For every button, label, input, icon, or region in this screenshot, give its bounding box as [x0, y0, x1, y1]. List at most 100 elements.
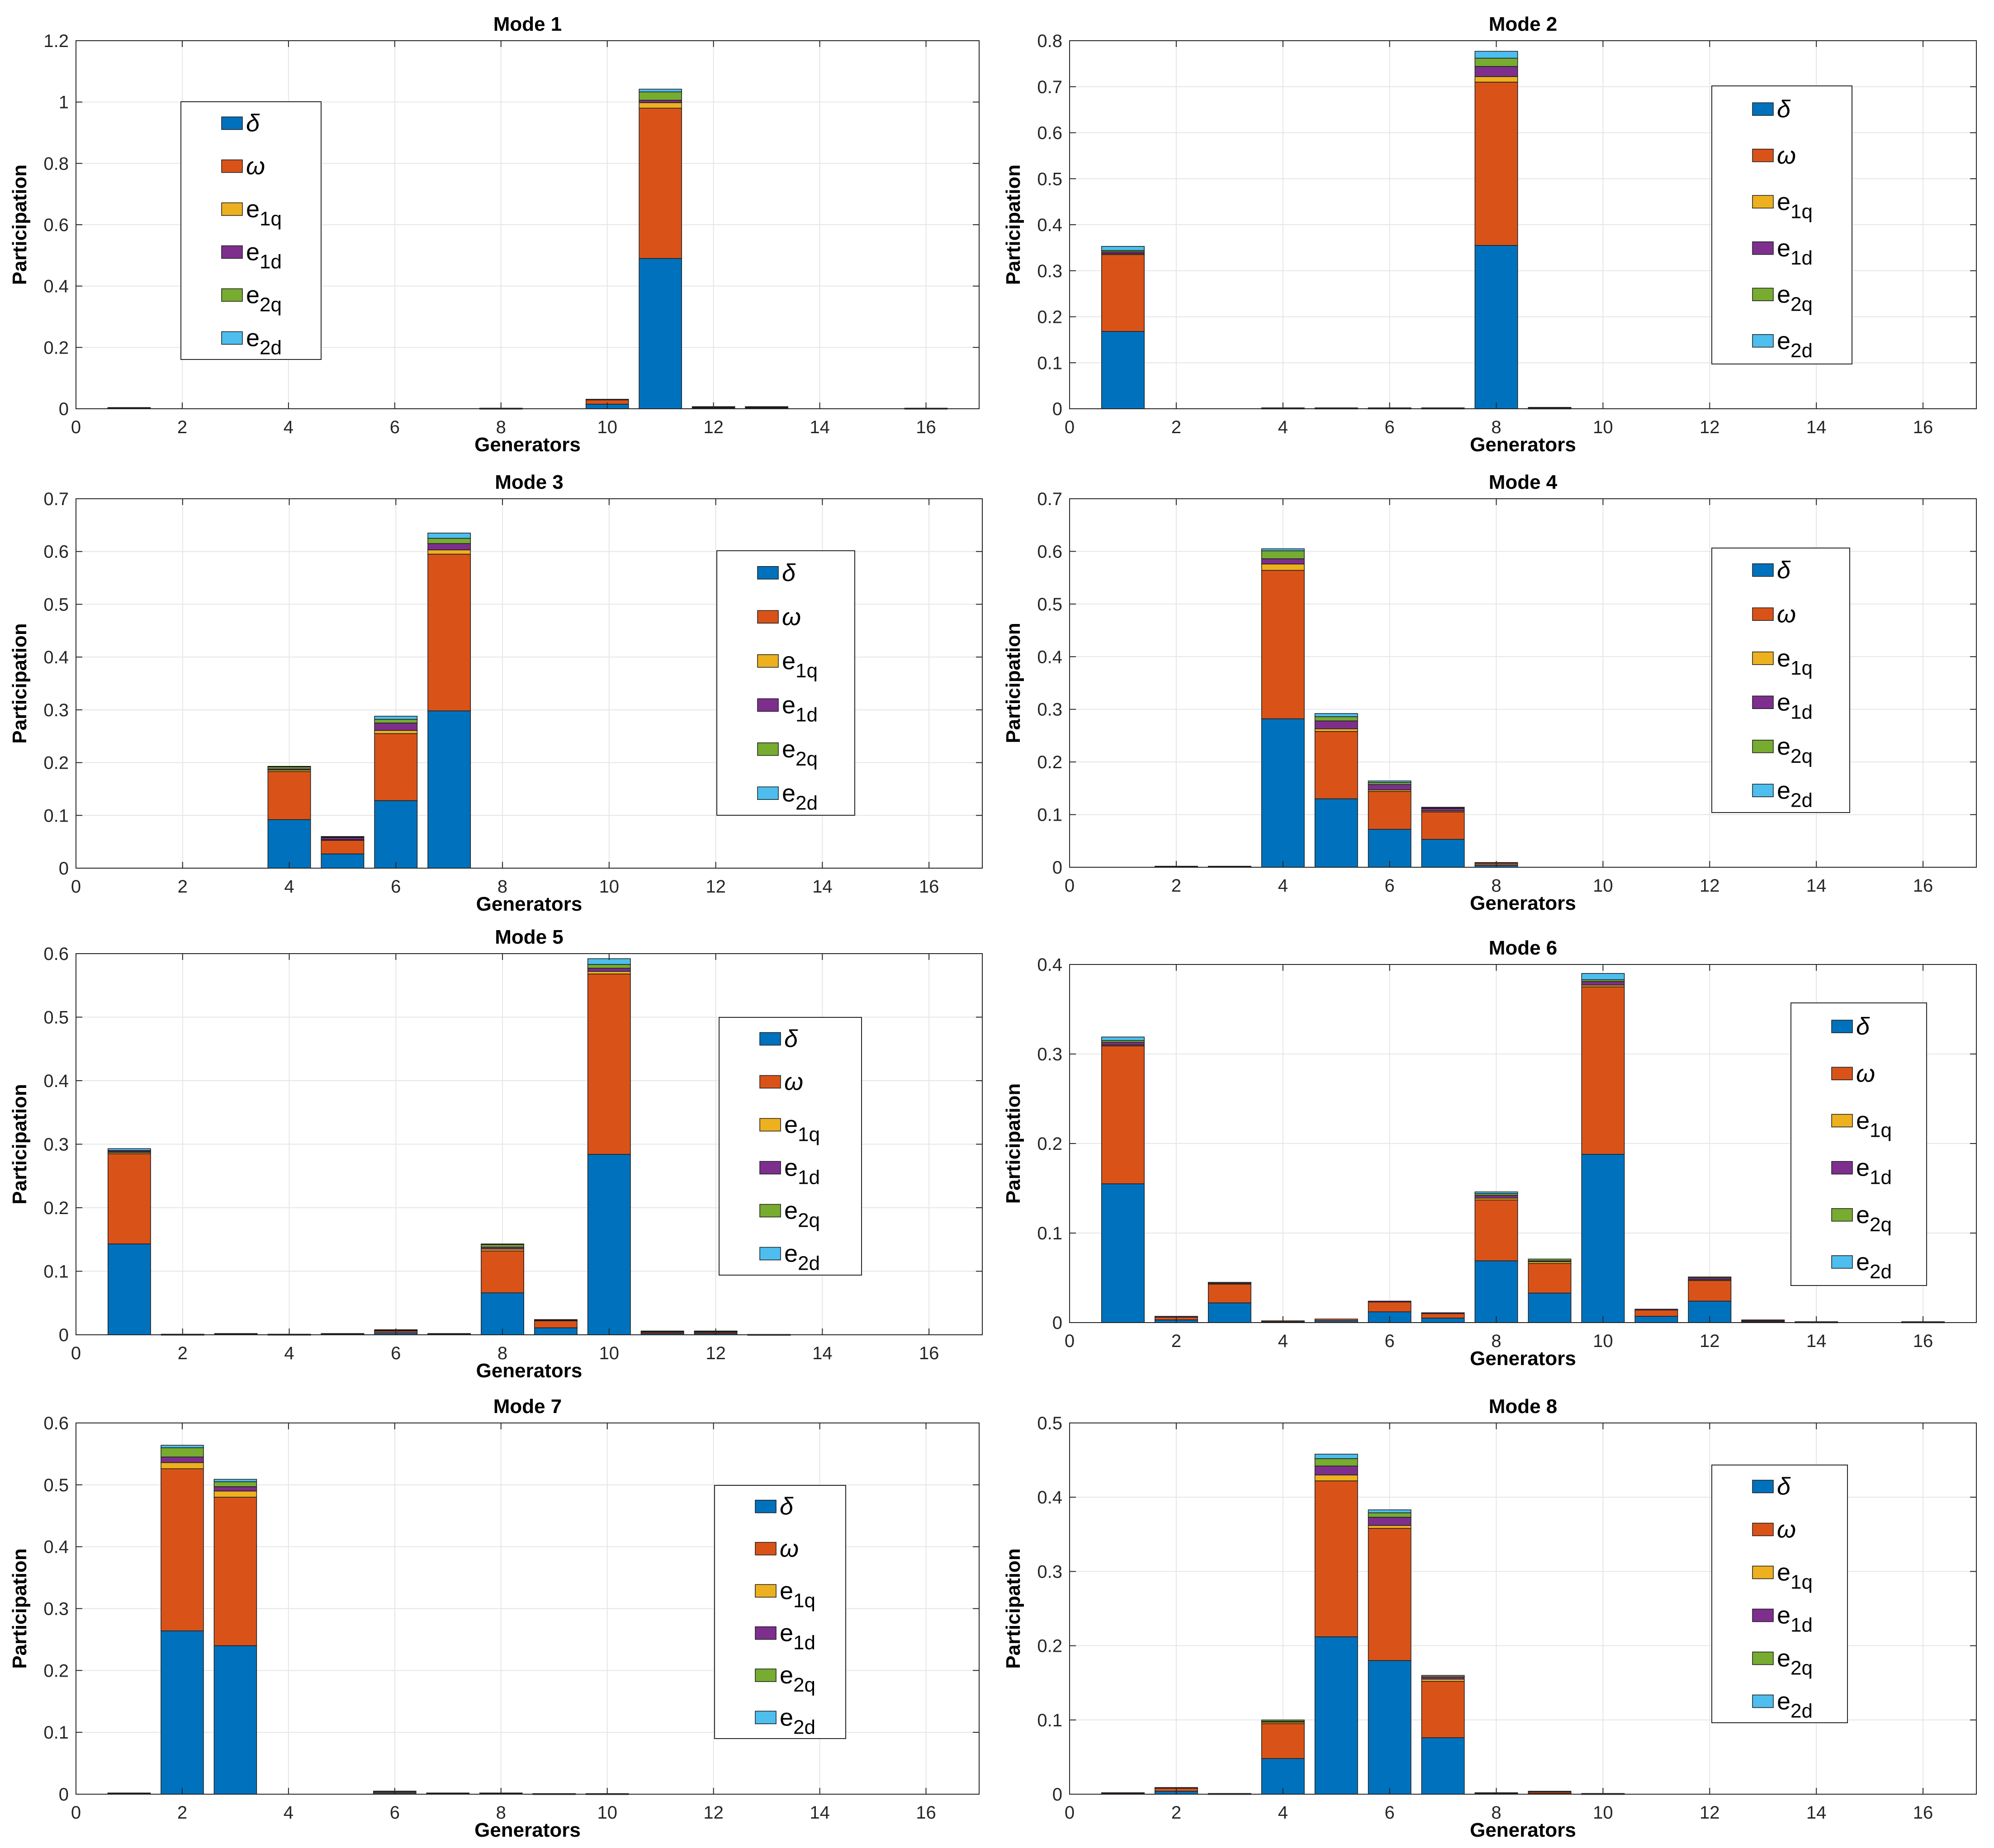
y-axis-label: Participation	[9, 623, 31, 744]
legend-label: e2d	[1777, 327, 1813, 362]
bar-segment-e2q	[1261, 1720, 1305, 1722]
y-tick-label: 0.6	[43, 944, 69, 964]
bar-segment-e1d	[1474, 1195, 1518, 1199]
legend-label-main: e	[1856, 1107, 1870, 1134]
x-tick-label: 10	[599, 1343, 620, 1363]
x-tick-label: 16	[916, 1803, 936, 1823]
bar-segment-e2d	[1368, 1509, 1411, 1513]
bar-segment-e2d	[1474, 51, 1518, 59]
legend-label-main: δ	[246, 110, 260, 137]
bar-segment-e2d	[1368, 780, 1411, 783]
legend-swatch	[1831, 1161, 1853, 1175]
legend-label-main: ω	[246, 153, 265, 180]
bar-segment-ω	[1261, 1723, 1305, 1759]
bar-segment-ω	[107, 1792, 151, 1794]
legend-item-e1q: e1q	[221, 196, 282, 230]
x-tick-label: 0	[1065, 876, 1075, 896]
chart-title: Mode 7	[493, 1395, 562, 1418]
y-tick-label: 0.7	[1037, 77, 1062, 97]
legend-item-e2q: e2q	[1831, 1201, 1892, 1236]
bar-generator-6	[1368, 780, 1411, 868]
bar-segment-e1d	[534, 1319, 578, 1321]
y-tick-label: 0.1	[43, 1723, 69, 1743]
legend-item-e1q: e1q	[1831, 1107, 1892, 1141]
bar-segment-e2q	[1474, 57, 1518, 67]
bar-segment-δ	[161, 1631, 204, 1795]
legend-box	[1790, 1002, 1927, 1286]
x-tick-label: 2	[178, 1343, 188, 1363]
x-tick-label: 16	[916, 417, 936, 437]
legend-label-main: e	[246, 239, 260, 266]
legend-label-subscript: 1q	[793, 1589, 815, 1612]
legend-label: e2d	[1856, 1248, 1892, 1283]
legend-label-subscript: 1q	[796, 660, 818, 682]
bar-segment-δ	[1421, 1737, 1465, 1795]
legend-swatch	[757, 610, 779, 624]
y-tick-label: 0.4	[1037, 1488, 1062, 1508]
subplot-mode-7: 0 2 4 6 8 10 12 14 16 0 0.1 0.2 0.3 0.4 0.5 0.6 Mode 7 Ge…	[9, 1395, 980, 1841]
bar-generator-1	[1101, 1036, 1145, 1323]
legend-label: e2d	[782, 780, 818, 814]
x-tick-label: 6	[391, 877, 401, 897]
legend-swatch	[1752, 1694, 1774, 1708]
legend-label: e2d	[1777, 777, 1813, 811]
legend-swatch	[221, 202, 243, 216]
y-tick-label: 0.2	[43, 338, 69, 358]
y-tick-label: 0.1	[1037, 805, 1062, 825]
legend-swatch	[1752, 241, 1774, 255]
y-tick-label: 0.7	[43, 489, 69, 509]
y-tick-label: 0.4	[1037, 955, 1062, 975]
legend-swatch	[757, 742, 779, 756]
bar-generator-5	[1314, 1319, 1358, 1323]
bar-segment-e2q	[1208, 1282, 1251, 1284]
legend-item-e1q: e1q	[757, 648, 818, 682]
bar-segment-δ	[321, 853, 365, 869]
x-tick-label: 8	[496, 417, 506, 437]
bar-segment-δ	[374, 800, 418, 869]
bar-segment-e2q	[374, 719, 418, 723]
legend-label: δ	[780, 1493, 794, 1520]
legend-label-subscript: 2q	[798, 1210, 820, 1232]
y-tick-label: 0.3	[43, 1135, 69, 1155]
legend-label-main: δ	[780, 1493, 794, 1520]
legend-swatch	[1831, 1020, 1853, 1033]
y-tick-label: 0.1	[43, 1262, 69, 1282]
y-tick-label: 0.1	[1037, 1224, 1062, 1243]
legend-swatch	[1752, 652, 1774, 665]
legend-item-e2d: e2d	[1752, 777, 1813, 811]
legend-label-subscript: 2q	[793, 1674, 815, 1696]
legend-label: e2q	[1777, 733, 1813, 767]
x-tick-label: 8	[1491, 1803, 1501, 1823]
legend-item-e2q: e2q	[1752, 281, 1813, 315]
bar-segment-e2d	[107, 1148, 151, 1151]
legend-label: e1d	[246, 239, 282, 273]
legend-label-main: e	[782, 648, 796, 675]
legend-swatch	[757, 786, 779, 800]
bar-segment-δ	[213, 1645, 257, 1795]
legend-item-e2d: e2d	[1752, 327, 1813, 362]
legend-label: δ	[1856, 1013, 1870, 1040]
x-tick-label: 12	[706, 1343, 726, 1363]
x-tick-label: 8	[497, 877, 507, 897]
legend-item-ω: ω	[1752, 1516, 1796, 1543]
y-tick-label: 0.2	[1037, 1134, 1062, 1154]
legend-box	[716, 550, 855, 816]
bar-segment-e2d	[213, 1479, 257, 1482]
bar-segment-e2d	[481, 1243, 524, 1245]
y-tick-label: 1.2	[43, 31, 69, 51]
legend-swatch	[1752, 195, 1774, 208]
legend-item-e1d: e1d	[1752, 1602, 1813, 1636]
legend-label-main: e	[1856, 1248, 1870, 1276]
bar-segment-e1d	[1368, 1517, 1411, 1526]
subplot-mode-2: 0 2 4 6 8 10 12 14 16 0 0.1 0.2 0.3 0.4 0.5 0.6 0.7 0.8 Mo…	[1002, 13, 1977, 456]
x-tick-label: 12	[703, 1803, 724, 1823]
legend-item-e2q: e2q	[1752, 733, 1813, 767]
x-tick-label: 4	[284, 1803, 294, 1823]
legend-label-subscript: 2q	[260, 294, 282, 316]
bar-segment-ω	[426, 1792, 470, 1794]
legend-label-main: e	[1777, 188, 1790, 215]
